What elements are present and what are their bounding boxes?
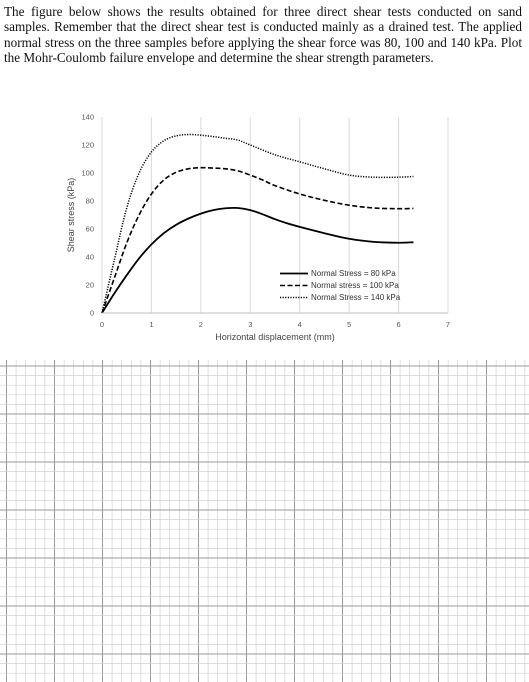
series-line-1 — [101, 206, 414, 314]
x-axis-label: Horizontal displacement (mm) — [215, 332, 335, 342]
y-tick-label: 0 — [90, 309, 94, 318]
y-tick-label: 100 — [81, 169, 94, 178]
x-tick-label: 4 — [298, 320, 302, 329]
x-tick-label: 2 — [199, 320, 203, 329]
series-line-2 — [101, 166, 414, 314]
legend-label-3: Normal Stress = 140 kPa — [311, 293, 401, 302]
x-tick-label: 3 — [248, 320, 252, 329]
y-tick-label: 20 — [86, 281, 94, 290]
x-tick-label: 7 — [446, 320, 450, 329]
x-tick-label: 1 — [149, 320, 153, 329]
y-tick-label: 60 — [86, 225, 94, 234]
x-tick-label: 6 — [396, 320, 400, 329]
legend-label-1: Normal Stress = 80 kPa — [311, 269, 396, 278]
chart-gridlines — [101, 117, 449, 313]
y-tick-label: 140 — [81, 113, 94, 122]
chart-legend: Normal Stress = 80 kPa Normal stress = 10… — [280, 269, 401, 302]
x-tick-label: 5 — [347, 320, 351, 329]
x-tick-label: 0 — [100, 320, 104, 329]
y-tick-label: 80 — [86, 197, 94, 206]
x-tick-labels: 0 1 2 3 4 5 6 7 — [100, 320, 450, 329]
y-axis-label: Shear stress (kPa) — [66, 178, 76, 253]
problem-statement: The figure below shows the results obtai… — [4, 4, 522, 66]
graph-paper-grid — [0, 360, 529, 682]
y-tick-label: 40 — [86, 253, 94, 262]
shear-stress-chart: 0 20 40 60 80 100 120 140 0 1 2 3 4 5 6 7 Horizontal d… — [66, 113, 450, 343]
y-tick-label: 120 — [81, 141, 94, 150]
chart-series-lines — [101, 133, 414, 314]
legend-label-2: Normal stress = 100 kPa — [311, 281, 399, 290]
y-tick-labels: 0 20 40 60 80 100 120 140 — [81, 113, 94, 318]
